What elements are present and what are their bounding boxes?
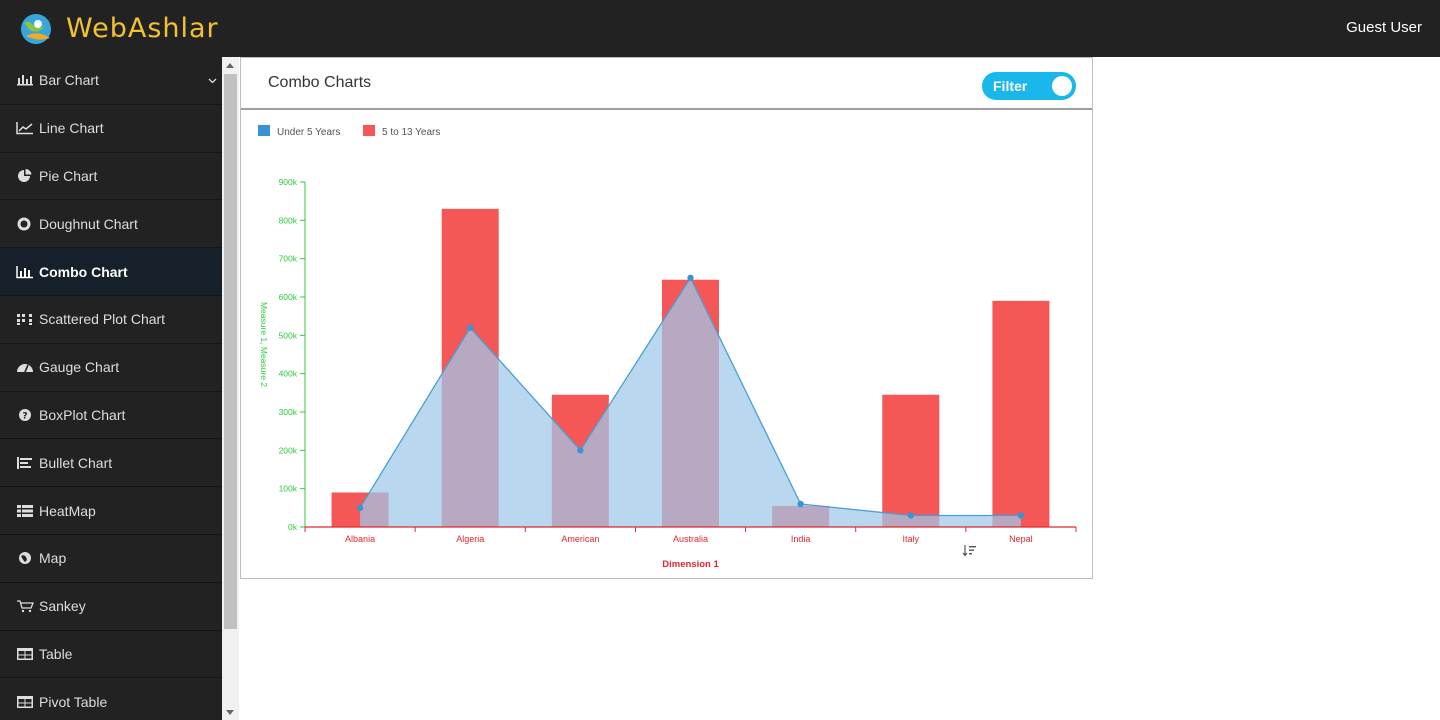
sidebar-item-label: Table [39,645,73,662]
toggle-knob [1052,76,1072,96]
sidebar-item-label: HeatMap [39,502,96,519]
sidebar-item-table[interactable]: Table [0,631,222,679]
sidebar-item-label: Bar Chart [39,72,99,89]
cart-icon [16,599,34,613]
sidebar-item-label: Bullet Chart [39,454,113,471]
svg-text:?: ? [22,411,27,421]
panel-title: Combo Charts [268,74,372,91]
area-point-albania [356,504,364,512]
list-icon [16,504,34,518]
brand-logo[interactable]: WebAshlar [16,8,219,48]
doughnut-icon [16,217,34,231]
sidebar-item-pie-chart[interactable]: Pie Chart [0,153,222,201]
brand-name: WebAshlar [66,12,219,44]
user-menu[interactable]: Guest User [1346,19,1422,36]
sidebar-item-label: Pivot Table [39,693,108,710]
sidebar-item-label: BoxPlot Chart [39,406,126,423]
y-tick-label: 400k [279,369,298,379]
combo-chart: Under 5 Years 5 to 13 Years 0k 100k 200k 300k… [258,125,1077,570]
x-tick-label: Albania [345,534,375,544]
sidebar-item-map[interactable]: Map [0,535,222,583]
bar-italy [882,394,940,527]
sidebar-item-label: Gauge Chart [39,359,120,376]
line-chart-icon [16,121,34,135]
scatter-icon [16,312,34,326]
globe-icon [16,551,34,565]
bar-chart-icon [16,73,34,87]
scroll-up-arrow[interactable] [226,63,234,68]
sidebar-item-label: Map [39,550,67,567]
bullet-chart-icon [16,456,34,470]
gauge-icon [16,360,34,374]
area-point-nepal [1017,512,1025,519]
y-tick-label: 500k [279,330,298,340]
sidebar-item-scattered-plot-chart[interactable]: Scattered Plot Chart [0,296,222,344]
y-tick-label: 100k [279,484,298,494]
sidebar-item-doughnut-chart[interactable]: Doughnut Chart [0,200,222,249]
filter-toggle[interactable]: Filter [982,72,1076,100]
sidebar: Bar Chart Line Chart Pie Chart Doughnut Cha… [0,57,222,720]
area-point-australia [687,274,694,282]
bar-nepal [992,300,1050,527]
x-tick-label: Algeria [456,534,484,544]
legend-swatch [363,125,375,136]
legend-label: 5 to 13 Years [382,127,440,138]
chevron-down-icon[interactable] [208,71,217,84]
scroll-down-arrow[interactable] [226,710,234,715]
sidebar-item-combo-chart[interactable]: Combo Chart [0,248,222,296]
y-tick-label: 900k [279,177,298,187]
table-icon [16,695,34,709]
y-tick-label: 300k [279,407,298,417]
y-tick-label: 600k [279,292,298,302]
sidebar-item-bullet-chart[interactable]: Bullet Chart [0,439,222,488]
y-tick-label: 700k [279,254,298,264]
sidebar-item-line-chart[interactable]: Line Chart [0,105,222,153]
legend-label: Under 5 Years [277,127,340,138]
top-navbar: WebAshlar Guest User [0,0,1440,57]
sidebar-item-pivot-table[interactable]: Pivot Table [0,678,222,720]
sidebar-item-label: Combo Chart [39,263,128,280]
x-axis-title: Dimension 1 [662,559,719,570]
sidebar-item-label: Sankey [39,598,86,615]
combo-chart-panel: Combo Charts Filter Under 5 Years 5 to 13… [240,57,1093,579]
x-tick-label: Australia [673,534,708,544]
legend-swatch [258,125,270,136]
area-series [360,277,1021,527]
sidebar-item-label: Scattered Plot Chart [39,311,166,328]
sidebar-item-boxplot-chart[interactable]: ? BoxPlot Chart [0,392,222,440]
sidebar-item-gauge-chart[interactable]: Gauge Chart [0,344,222,392]
sidebar-item-bar-chart[interactable]: Bar Chart [0,57,222,105]
sidebar-item-heatmap[interactable]: HeatMap [0,487,222,535]
sidebar-item-sankey[interactable]: Sankey [0,583,222,631]
combo-chart-icon [16,265,34,279]
y-tick-label: 200k [279,445,298,455]
x-tick-label: Nepal [1009,534,1033,544]
table-icon [16,647,34,661]
x-tick-label: India [791,534,811,544]
sidebar-scroll-thumb[interactable] [224,74,237,629]
y-tick-label: 800k [279,215,298,225]
y-axis-title: Measure 1, Measure 2 [259,302,269,387]
area-point-italy [907,512,914,519]
area-point-india [797,500,804,508]
sort-icon[interactable] [962,545,976,557]
area-point-american [577,447,584,454]
x-tick-label: Italy [903,534,920,544]
panel-header: Combo Charts Filter [241,58,1092,110]
question-circle-icon: ? [16,408,34,422]
area-point-algeria [467,324,474,331]
sidebar-item-label: Line Chart [39,120,104,137]
x-tick-label: American [561,534,599,544]
logo-icon [21,14,52,44]
sidebar-item-label: Pie Chart [39,167,98,184]
pie-chart-icon [16,168,34,183]
filter-toggle-label: Filter [993,78,1028,94]
sidebar-item-label: Doughnut Chart [39,215,138,232]
y-tick-label: 0k [288,522,298,532]
